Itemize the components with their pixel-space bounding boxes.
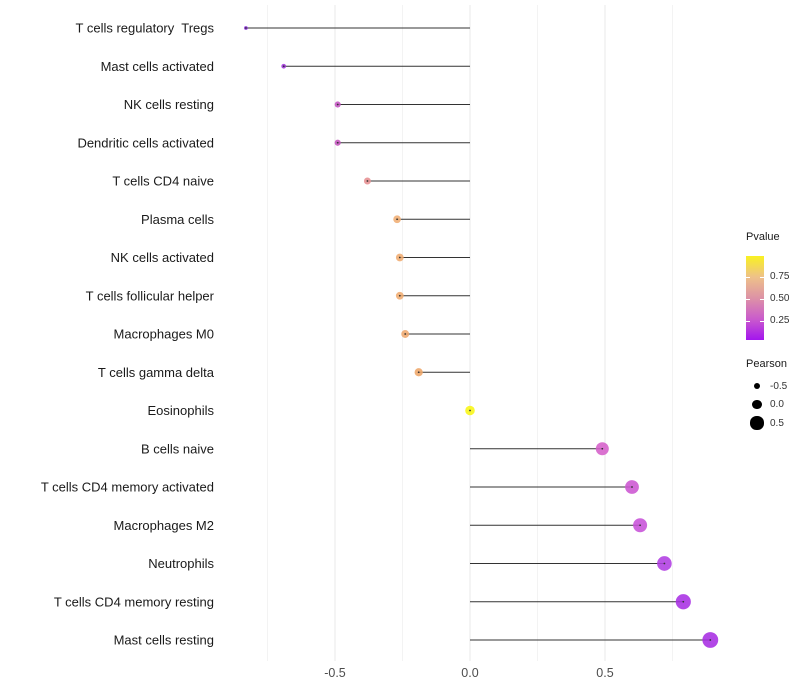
pearson-size-label: 0.5 xyxy=(770,417,784,429)
x-tick-label: -0.5 xyxy=(324,666,346,680)
lollipop-point-tip xyxy=(682,600,685,603)
pvalue-tick-mark xyxy=(746,321,750,323)
lollipop-point-tip xyxy=(282,65,285,68)
lollipop-point-tip xyxy=(336,141,339,144)
category-label: NK cells resting xyxy=(124,97,214,112)
lollipop-point-tip xyxy=(398,256,401,259)
category-label: NK cells activated xyxy=(111,250,214,265)
category-label: T cells gamma delta xyxy=(98,365,215,380)
x-tick-label: 0.0 xyxy=(461,666,478,680)
category-label: T cells regulatory Tregs xyxy=(76,21,215,36)
lollipop-point-tip xyxy=(663,562,666,565)
legend-panel: Pvalue 0.75 0.50 0.25 Pearson -0.5 0.0 0.5 xyxy=(746,231,800,461)
pvalue-tick-label: 0.75 xyxy=(770,271,790,283)
pvalue-tick-mark xyxy=(746,277,750,279)
lollipop-point-tip xyxy=(245,27,247,29)
pearson-size-dot xyxy=(753,382,761,390)
category-label: Macrophages M2 xyxy=(114,518,214,533)
pearson-size-dot xyxy=(750,416,764,430)
lollipop-point-tip xyxy=(631,486,633,488)
lollipop-point-tip xyxy=(709,639,712,641)
category-label: Eosinophils xyxy=(148,403,215,418)
pearson-legend-item: 0.0 xyxy=(746,396,800,414)
legend-pearson-title: Pearson xyxy=(746,358,787,370)
lollipop-point-tip xyxy=(398,294,401,297)
category-label: B cells naive xyxy=(141,441,214,456)
pearson-dot-cell xyxy=(746,399,768,410)
pvalue-tick-label: 0.25 xyxy=(770,315,790,327)
category-label: T cells CD4 naive xyxy=(112,174,214,189)
lollipop-point-tip xyxy=(366,180,369,182)
pvalue-tick-mark xyxy=(760,299,764,301)
pearson-size-label: 0.0 xyxy=(770,399,784,410)
category-label: Neutrophils xyxy=(148,556,214,571)
category-label: Macrophages M0 xyxy=(114,327,214,342)
pearson-dot-cell xyxy=(746,382,768,390)
lollipop-point-tip xyxy=(336,103,339,106)
pvalue-tick-mark xyxy=(760,321,764,323)
pearson-legend-item: 0.5 xyxy=(746,414,800,432)
pearson-legend-item: -0.5 xyxy=(746,377,800,395)
category-label: Plasma cells xyxy=(141,212,214,227)
lollipop-point-tip xyxy=(601,447,604,450)
pvalue-colorbar xyxy=(746,256,764,340)
category-label: Dendritic cells activated xyxy=(77,135,214,150)
legend-pvalue-title: Pvalue xyxy=(746,231,780,243)
pvalue-tick-mark xyxy=(760,277,764,279)
lollipop-point-tip xyxy=(469,409,471,412)
category-label: T cells follicular helper xyxy=(86,288,215,303)
pearson-dot-cell xyxy=(746,416,768,430)
pvalue-tick-mark xyxy=(746,299,750,301)
pearson-size-dot xyxy=(752,399,762,410)
category-label: Mast cells activated xyxy=(101,59,214,74)
category-label: T cells CD4 memory activated xyxy=(41,480,214,495)
lollipop-point-tip xyxy=(417,371,420,374)
lollipop-point-tip xyxy=(396,218,398,221)
lollipop-point-tip xyxy=(404,333,407,335)
pearson-size-label: -0.5 xyxy=(770,380,788,392)
x-tick-label: 0.5 xyxy=(596,666,613,680)
pvalue-tick-label: 0.50 xyxy=(770,293,790,305)
lollipop-point-tip xyxy=(639,524,641,527)
category-label: Mast cells resting xyxy=(114,633,214,648)
category-label: T cells CD4 memory resting xyxy=(54,594,214,609)
